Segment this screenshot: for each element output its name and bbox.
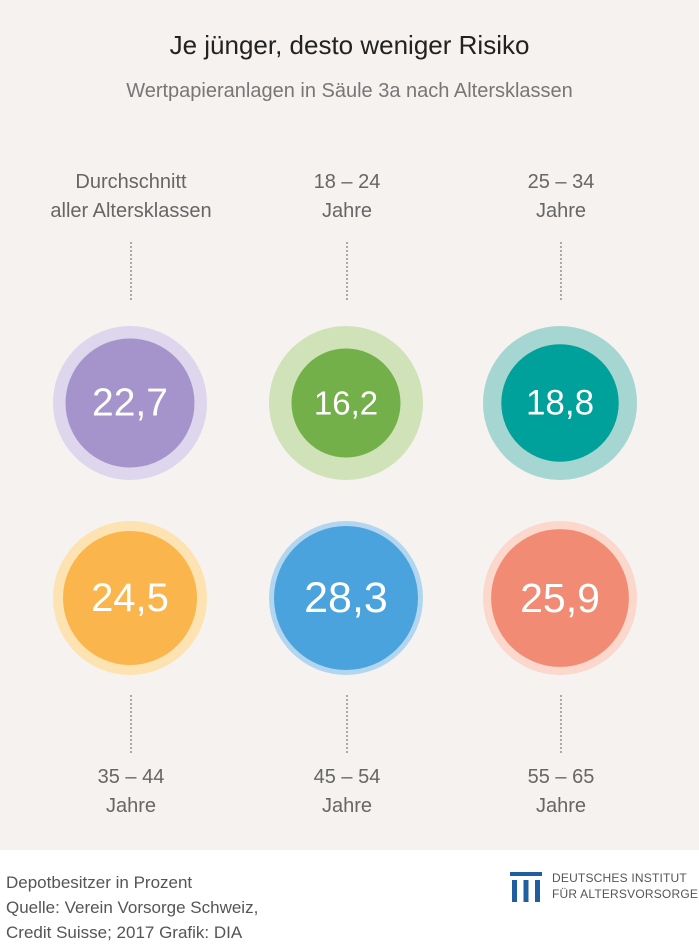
bubble-25-9 — [491, 529, 629, 667]
connector-25-34 — [560, 242, 562, 300]
dia-logo: DEUTSCHES INSTITUT FÜR ALTERSVORSORGE — [510, 866, 699, 910]
chart-subtitle: Wertpapieranlagen in Säule 3a nach Alter… — [126, 80, 573, 102]
bubble-16-2 — [291, 348, 401, 458]
dia-logo-icon — [510, 872, 542, 902]
logo-line1: DEUTSCHES INSTITUT — [552, 871, 687, 885]
bubble-28-3 — [274, 526, 418, 670]
group-label-line1: 18 – 24 — [313, 171, 381, 193]
connector-55-65 — [560, 695, 562, 753]
bubble-value-label: 22,7 — [92, 382, 168, 425]
connector-average — [130, 242, 132, 300]
group-label-45-54: 45 – 54 Jahre — [237, 763, 457, 821]
dia-logo-text: DEUTSCHES INSTITUT FÜR ALTERSVORSORGE — [552, 870, 698, 902]
group-label-line2: Jahre — [535, 795, 587, 817]
footer-unit: Depotbesitzer in Prozent — [6, 873, 193, 892]
bubble-value-label: 25,9 — [520, 575, 600, 621]
chart-title: Je jünger, desto weniger Risiko — [169, 30, 530, 60]
bubble-22-7 — [65, 338, 195, 468]
group-label-line1: 55 – 65 — [527, 766, 595, 788]
group-label-55-65: 55 – 65 Jahre — [451, 763, 671, 821]
connector-45-54 — [346, 695, 348, 753]
group-label-average: Durchschnitt aller Altersklassen — [21, 168, 241, 226]
bubble-24-5 — [63, 531, 197, 665]
group-label-line2: Jahre — [321, 200, 373, 222]
bubble-chart: 22,7 16,2 18,8 24,5 28,3 25,9 — [53, 326, 637, 675]
group-label-35-44: 35 – 44 Jahre — [21, 763, 241, 821]
bubble-value-label: 18,8 — [526, 384, 594, 423]
group-label-line2: aller Altersklassen — [50, 200, 212, 222]
group-label-line2: Jahre — [535, 200, 587, 222]
group-label-line1: 25 – 34 — [527, 171, 595, 193]
bubble-value-label: 28,3 — [304, 574, 388, 622]
group-label-18-24: 18 – 24 Jahre — [237, 168, 457, 226]
connector-35-44 — [130, 695, 132, 753]
footer-credit-line: Credit Suisse; 2017 Grafik: DIA — [6, 923, 243, 942]
footer-source: Depotbesitzer in Prozent Quelle: Verein … — [6, 870, 258, 945]
group-label-line1: 35 – 44 — [97, 766, 165, 788]
group-label-25-34: 25 – 34 Jahre — [451, 168, 671, 226]
group-label-line1: 45 – 54 — [313, 766, 381, 788]
group-label-line2: Jahre — [105, 795, 157, 817]
bubble-18-8 — [501, 344, 619, 462]
logo-line2: FÜR ALTERSVORSORGE — [552, 887, 699, 901]
bubble-value-label: 24,5 — [91, 576, 169, 620]
group-label-line2: Jahre — [321, 795, 373, 817]
bubble-value-label: 16,2 — [314, 385, 378, 422]
group-label-line1: Durchschnitt — [75, 171, 187, 193]
footer-source-line: Quelle: Verein Vorsorge Schweiz, — [6, 898, 259, 917]
connector-18-24 — [346, 242, 348, 300]
